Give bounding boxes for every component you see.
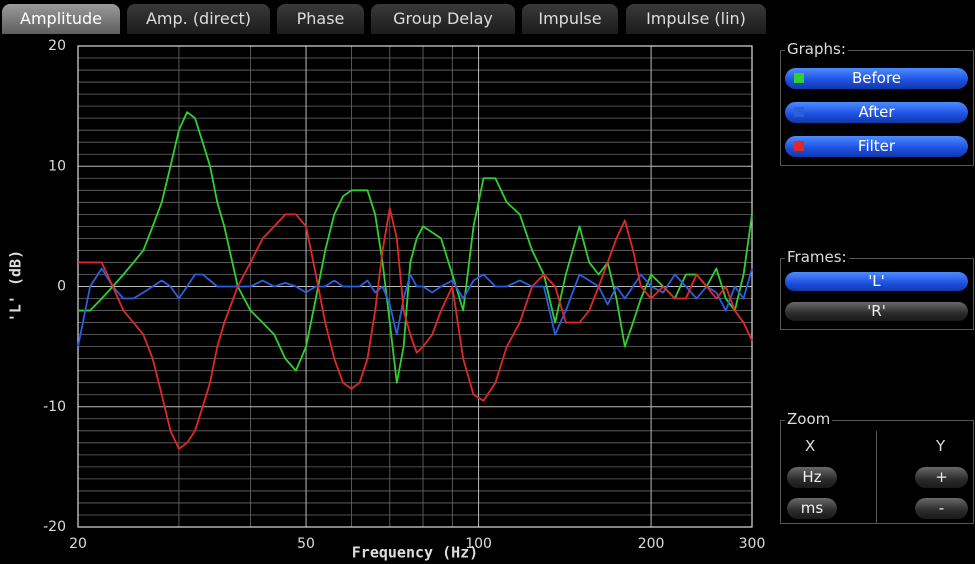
y-axis-label: 'L' (dB) — [7, 250, 25, 322]
legend-swatch — [794, 73, 804, 83]
frame-button[interactable]: 'R' — [785, 302, 968, 321]
zoom-y-label: Y — [934, 437, 948, 455]
y-tick-label: -10 — [43, 399, 66, 415]
y-tick-label: -20 — [43, 519, 66, 535]
legend-label: Filter — [857, 137, 896, 155]
series-line — [78, 111, 753, 384]
y-tick-label: 0 — [57, 279, 66, 295]
legend-button[interactable]: Filter — [785, 136, 968, 157]
series-line — [78, 207, 753, 450]
zoom-y-button[interactable]: + — [915, 467, 968, 488]
legend-swatch — [794, 141, 804, 151]
tab[interactable]: Group Delay — [371, 4, 515, 34]
frame-button[interactable]: 'L' — [785, 272, 968, 291]
tab[interactable]: Amp. (direct) — [127, 4, 270, 34]
chart: Frequency (Hz) 'L' (dB) -20 -10 0 10 20 20 50 1… — [7, 38, 766, 562]
tab[interactable]: Amplitude — [2, 4, 120, 34]
x-tick-label: 200 — [638, 536, 665, 552]
y-tick-label: 20 — [48, 38, 66, 54]
x-tick-label: 50 — [297, 536, 315, 552]
y-tick-label: 10 — [48, 158, 66, 174]
legend-button[interactable]: Before — [785, 68, 968, 89]
legend-swatch — [794, 107, 804, 117]
zoom-x-button[interactable]: ms — [787, 498, 837, 519]
tab[interactable]: Impulse (lin) — [626, 4, 766, 34]
zoom-x-label: X — [803, 437, 818, 455]
legend-button[interactable]: After — [785, 102, 968, 123]
tab[interactable]: Impulse — [522, 4, 618, 34]
frames-group: Frames: 'L' 'R' — [780, 248, 974, 330]
graphs-group: Graphs: Before After Filter — [780, 40, 974, 166]
group-label: Zoom — [785, 410, 833, 428]
legend-label: Before — [851, 69, 902, 87]
x-tick-label: 300 — [739, 536, 766, 552]
x-axis-label: Frequency (Hz) — [352, 544, 478, 562]
zoom-x-button[interactable]: Hz — [787, 467, 837, 488]
group-label: Graphs: — [785, 40, 848, 58]
x-tick-label: 20 — [69, 536, 87, 552]
zoom-y-button[interactable]: - — [915, 498, 968, 519]
zoom-group: Zoom X Y Hz ms + - — [780, 410, 974, 524]
series-line — [77, 267, 753, 347]
plot-border — [77, 45, 753, 528]
legend-label: After — [858, 103, 895, 121]
group-label: Frames: — [785, 248, 849, 266]
divider — [876, 431, 877, 523]
x-tick-label: 100 — [465, 536, 492, 552]
tab[interactable]: Phase — [277, 4, 364, 34]
